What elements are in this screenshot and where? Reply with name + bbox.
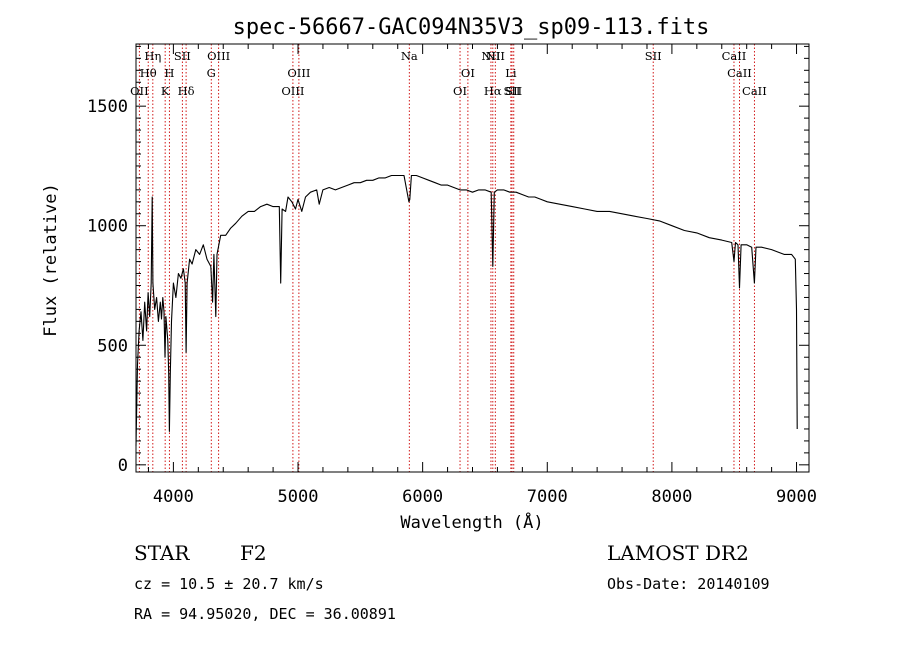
y-axis-ticks: 0 500 1000 1500: [87, 45, 809, 476]
x-tick-label: 8000: [651, 487, 692, 507]
object-subclass: F2: [240, 541, 267, 565]
x-tick-label: 7000: [527, 487, 568, 507]
line-marker-label: SII: [504, 84, 521, 98]
x-axis-ticks: 4000 5000 6000 7000 8000 9000: [147, 44, 817, 507]
y-tick-label: 500: [97, 336, 128, 356]
line-marker-label: CaII: [742, 84, 767, 98]
object-class: STAR: [134, 541, 190, 565]
line-marker-label: OI: [461, 66, 475, 80]
x-tick-label: 6000: [402, 487, 443, 507]
emission-line-labels: OIIHθHηKHSIIHδGOIIIOIIIOIIINaOIOINIIHαNI…: [130, 49, 767, 98]
x-tick-label: 5000: [278, 487, 319, 507]
line-marker-label: Li: [505, 66, 517, 80]
y-tick-label: 0: [118, 456, 128, 476]
line-marker-label: NII: [481, 49, 500, 63]
line-marker-label: K: [161, 84, 170, 98]
y-axis-label: Flux (relative): [41, 183, 61, 337]
coordinates-text: RA = 94.95020, DEC = 36.00891: [134, 605, 396, 623]
plot-frame: [135, 43, 810, 473]
redshift-text: cz = 10.5 ± 20.7 km/s: [134, 575, 324, 593]
line-marker-label: Hδ: [178, 84, 195, 98]
x-tick-label: 4000: [153, 487, 194, 507]
line-marker-label: G: [207, 66, 216, 80]
line-marker-label: OII: [130, 84, 149, 98]
line-marker-label: SII: [174, 49, 191, 63]
line-marker-label: SII: [645, 49, 662, 63]
line-marker-label: OIII: [207, 49, 230, 63]
line-marker-label: SII: [505, 84, 522, 98]
line-marker-label: CaII: [722, 49, 747, 63]
x-tick-label: 9000: [776, 487, 817, 507]
spectrum-line: [135, 174, 798, 446]
y-tick-label: 1000: [87, 217, 128, 237]
line-marker-label: OIII: [287, 66, 310, 80]
survey-name: LAMOST DR2: [607, 541, 749, 565]
emission-line-markers: [138, 44, 755, 472]
chart-title: spec-56667-GAC094N35V3_sp09-113.fits: [233, 15, 710, 40]
y-tick-label: 1500: [87, 97, 128, 117]
x-axis-label: Wavelength (Å): [400, 511, 543, 533]
line-marker-label: Hη: [144, 49, 161, 63]
line-marker-label: Hα: [484, 84, 502, 98]
line-marker-label: Hθ: [140, 66, 157, 80]
line-marker-label: Na: [401, 49, 418, 63]
line-marker-label: OIII: [281, 84, 304, 98]
line-marker-label: OI: [453, 84, 467, 98]
line-marker-label: CaII: [727, 66, 752, 80]
obs-date-text: Obs-Date: 20140109: [607, 575, 770, 593]
line-marker-label: NII: [486, 49, 505, 63]
line-marker-label: H: [164, 66, 174, 80]
